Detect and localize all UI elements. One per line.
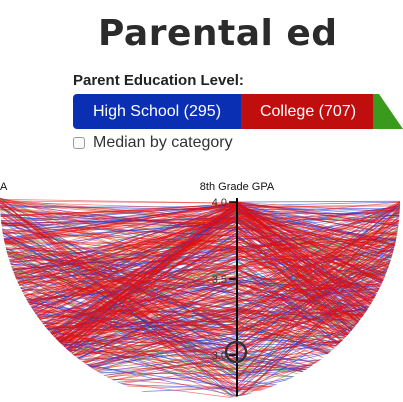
median-toggle-row[interactable]: Median by category: [73, 133, 233, 153]
tick-label-3-5: 3.5: [212, 274, 227, 286]
median-label: Median by category: [93, 134, 233, 151]
high-school-toggle[interactable]: High School (295): [73, 94, 241, 129]
page-title: Parental ed: [98, 13, 338, 54]
median-checkbox[interactable]: [73, 137, 85, 149]
college-toggle[interactable]: College (707): [241, 94, 375, 129]
left-axis-title: A: [0, 181, 8, 193]
tick-label-4-0: 4.0: [212, 197, 227, 209]
filter-label: Parent Education Level:: [73, 72, 244, 89]
brush-handle[interactable]: [224, 340, 248, 364]
polyline-layer: [0, 197, 400, 400]
other-toggle[interactable]: [373, 94, 403, 129]
gpa-axis-title: 8th Grade GPA: [200, 181, 275, 193]
tick-label-3-0: 3.0: [212, 350, 227, 362]
